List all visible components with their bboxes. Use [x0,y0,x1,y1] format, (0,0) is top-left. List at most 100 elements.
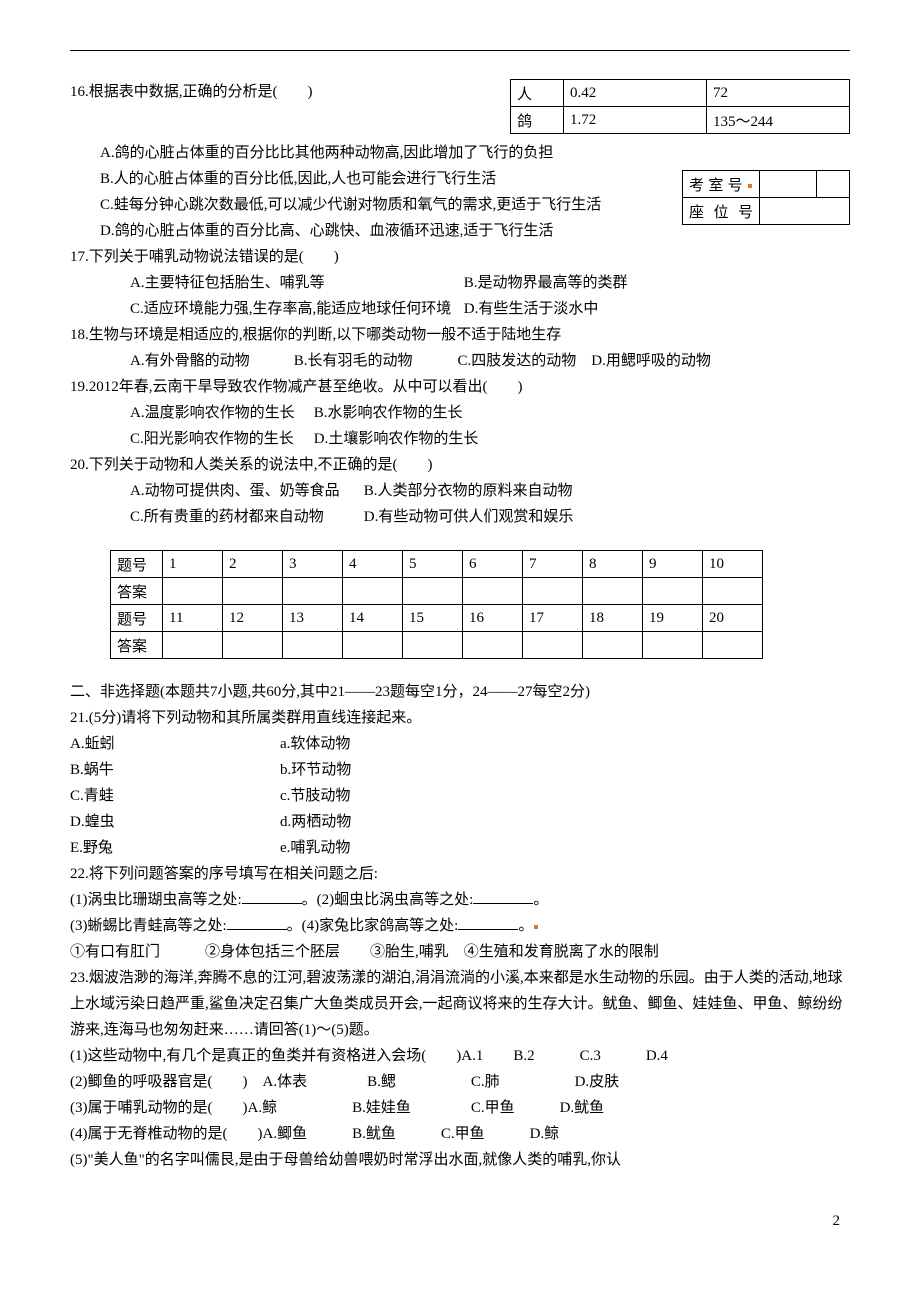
q21-stem: 21.(5分)请将下列动物和其所属类群用直线连接起来。 [70,705,850,731]
q23-1: (1)这些动物中,有几个是真正的鱼类并有资格进入会场( )A.1 B.2 C.3… [70,1043,850,1069]
num-cell: 15 [403,605,463,632]
blank [242,887,302,904]
match-left: E.野兔 [70,835,280,861]
match-left: D.蝗虫 [70,809,280,835]
table-row: 题号 1 2 3 4 5 6 7 8 9 10 [111,551,763,578]
ans-cell [163,632,223,659]
match-right: b.环节动物 [280,757,351,783]
q17-stem: 17.下列关于哺乳动物说法错误的是( ) [70,244,850,270]
answer-table: 题号 1 2 3 4 5 6 7 8 9 10 答案 题号 11 12 13 1… [110,550,763,659]
exam-room-cell [760,171,817,198]
table-row: 题号 11 12 13 14 15 16 17 18 19 20 [111,605,763,632]
row-header: 题号 [111,551,163,578]
match-right: e.哺乳动物 [280,835,350,861]
num-cell: 20 [703,605,763,632]
blank [458,913,518,930]
ans-cell [343,578,403,605]
match-left: B.蜗牛 [70,757,280,783]
num-cell: 10 [703,551,763,578]
q22-stem: 22.将下列问题答案的序号填写在相关问题之后: [70,861,850,887]
row-header: 答案 [111,632,163,659]
q23-4: (4)属于无脊椎动物的是( )A.鲫鱼 B.鱿鱼 C.甲鱼 D.鲸 [70,1121,850,1147]
ans-cell [463,632,523,659]
ans-cell [583,578,643,605]
num-cell: 16 [463,605,523,632]
q18-choices: A.有外骨骼的动物 B.长有羽毛的动物 C.四肢发达的动物 D.用鳃呼吸的动物 [70,348,850,374]
ans-cell [703,578,763,605]
q19-cd: C.阳光影响农作物的生长 D.土壤影响农作物的生长 [70,426,850,452]
q17-ab: A.主要特征包括胎生、哺乳等 B.是动物界最高等的类群 [70,270,850,296]
match-right: c.节肢动物 [280,783,350,809]
row-header: 答案 [111,578,163,605]
row-label: 人 [511,80,564,107]
row-header: 题号 [111,605,163,632]
ans-cell [643,632,703,659]
orange-dot-icon [748,184,752,188]
ans-cell [523,632,583,659]
ans-cell [223,578,283,605]
num-cell: 3 [283,551,343,578]
q23-3: (3)属于哺乳动物的是( )A.鲸 B.娃娃鱼 C.甲鱼 D.鱿鱼 [70,1095,850,1121]
cell: 72 [707,80,850,107]
q19-stem: 19.2012年春,云南干旱导致农作物减产甚至绝收。从中可以看出( ) [70,374,850,400]
orange-dot-icon [534,925,538,929]
num-cell: 8 [583,551,643,578]
num-cell: 17 [523,605,583,632]
q23-intro: 23.烟波浩渺的海洋,奔腾不息的江河,碧波荡漾的湖泊,涓涓流淌的小溪,本来都是水… [70,965,850,1043]
seat-cell [760,198,850,225]
table-row: 答案 [111,578,763,605]
ans-cell [163,578,223,605]
q18-stem: 18.生物与环境是相适应的,根据你的判断,以下哪类动物一般不适于陆地生存 [70,322,850,348]
num-cell: 7 [523,551,583,578]
match-right: a.软体动物 [280,731,350,757]
ans-cell [283,578,343,605]
q17-cd: C.适应环境能力强,生存率高,能适应地球任何环境 D.有些生活于淡水中 [70,296,850,322]
q22-line1: (1)涡虫比珊瑚虫高等之处:。(2)蛔虫比涡虫高等之处:。 [70,887,850,913]
page-number: 2 [70,1213,850,1230]
num-cell: 18 [583,605,643,632]
num-cell: 19 [643,605,703,632]
num-cell: 14 [343,605,403,632]
ans-cell [283,632,343,659]
section2-title: 二、非选择题(本题共7小题,共60分,其中21——23题每空1分，24——27每… [70,679,850,705]
ans-cell [583,632,643,659]
num-cell: 1 [163,551,223,578]
q19-ab: A.温度影响农作物的生长 B.水影响农作物的生长 [70,400,850,426]
cell: 1.72 [564,107,707,134]
ans-cell [643,578,703,605]
num-cell: 4 [343,551,403,578]
q20-stem: 20.下列关于动物和人类关系的说法中,不正确的是( ) [70,452,850,478]
q20-ab: A.动物可提供肉、蛋、奶等食品 B.人类部分衣物的原料来自动物 [70,478,850,504]
q20-cd: C.所有贵重的药材都来自动物 D.有些动物可供人们观赏和娱乐 [70,504,850,530]
num-cell: 11 [163,605,223,632]
ans-cell [703,632,763,659]
ans-cell [463,578,523,605]
ans-cell [343,632,403,659]
num-cell: 5 [403,551,463,578]
num-cell: 12 [223,605,283,632]
exam-room-label: 考室号 [683,171,760,198]
num-cell: 6 [463,551,523,578]
q23-2: (2)鲫鱼的呼吸器官是( ) A.体表 B.鳃 C.肺 D.皮肤 [70,1069,850,1095]
ans-cell [523,578,583,605]
top-rule [70,50,850,51]
table-row: 答案 [111,632,763,659]
num-cell: 13 [283,605,343,632]
seat-label: 座位号 [683,198,760,225]
num-cell: 2 [223,551,283,578]
row-label: 鸽 [511,107,564,134]
blank [473,887,533,904]
ans-cell [403,578,463,605]
blank [227,913,287,930]
q22-opts: ①有口有肛门 ②身体包括三个胚层 ③胎生,哺乳 ④生殖和发育脱离了水的限制 [70,939,850,965]
q23-5: (5)"美人鱼"的名字叫儒艮,是由于母兽给幼兽喂奶时常浮出水面,就像人类的哺乳,… [70,1147,850,1173]
ans-cell [403,632,463,659]
match-left: C.青蛙 [70,783,280,809]
q22-line2: (3)蜥蜴比青蛙高等之处:。(4)家兔比家鸽高等之处:。 [70,913,850,939]
data-table: 人 0.42 72 鸽 1.72 135～244 [510,79,850,134]
cell: 135～244 [707,107,850,134]
num-cell: 9 [643,551,703,578]
cell: 0.42 [564,80,707,107]
room-table: 考室号 座位号 [682,170,850,225]
match-right: d.两栖动物 [280,809,351,835]
